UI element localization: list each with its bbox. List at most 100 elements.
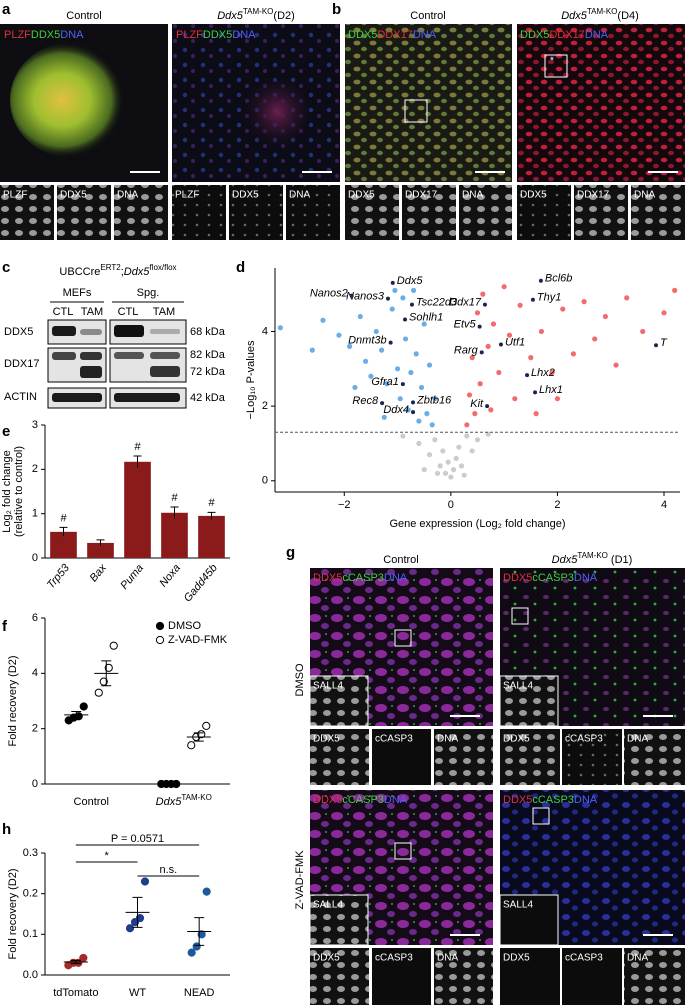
tile-label: DDX5: [503, 953, 530, 964]
point: [394, 366, 401, 372]
title-suffix: (D2): [273, 10, 294, 22]
y-tick-label: 0: [262, 475, 268, 487]
gene-point: [385, 296, 390, 301]
y-axis-label: Fold recovery (D2): [7, 868, 19, 959]
tiles: [345, 185, 685, 240]
inset: [499, 675, 559, 727]
tile: [402, 185, 456, 240]
gene-label: Ddx5: [397, 275, 424, 287]
gene-point: [479, 350, 484, 355]
point: [506, 332, 513, 338]
superscript: TAM-KO: [587, 7, 618, 16]
error-bar: [132, 896, 143, 928]
point: [512, 396, 518, 402]
x-axis-label: Gene expression (Log₂ fold change): [389, 518, 565, 530]
stain: DDX17: [377, 29, 412, 41]
title-suffix: (D1): [608, 554, 632, 566]
bar: [198, 515, 225, 558]
gene-name: Ddx5: [124, 266, 151, 278]
x-tick-label: Noxa: [157, 562, 183, 589]
point: [135, 913, 145, 923]
zoom-box: [394, 629, 412, 647]
point: [490, 321, 497, 327]
point: [613, 362, 619, 368]
column-title: Ddx5TAM-KO (D1): [552, 551, 633, 566]
bar: [124, 461, 151, 558]
band: [80, 366, 102, 378]
tile-label: cCASP3: [375, 953, 413, 964]
error-bar: [70, 959, 81, 965]
panel-label: g: [286, 544, 295, 561]
gene-label: Rec8: [352, 395, 379, 407]
x-tick-label: 2: [554, 499, 560, 511]
tile-label: DDX5: [60, 190, 87, 201]
point: [592, 336, 598, 342]
tile-label: PLZF: [175, 190, 199, 201]
bar: [87, 542, 114, 558]
inset-label: SALL4: [313, 900, 343, 911]
point: [624, 295, 630, 301]
row-label: Z-VAD-FMK: [294, 850, 306, 910]
y-axis-label: −Log₁₀ P-values: [245, 340, 257, 419]
tile-label: DDX5: [503, 734, 530, 745]
x-tick-label: tdTomato: [53, 987, 98, 999]
point: [528, 355, 534, 361]
cell-cluster: [10, 42, 134, 158]
band: [52, 352, 76, 360]
gene-point: [390, 280, 395, 285]
zoom-box: [544, 54, 568, 78]
insets: [309, 675, 559, 946]
gene-name: Ddx5: [156, 796, 183, 808]
size-label: 72 kDa: [190, 366, 226, 378]
tile-label: DDX5: [232, 190, 259, 201]
inset: [499, 894, 559, 946]
tile-label: DNA: [117, 190, 138, 201]
error-bar: [71, 711, 82, 719]
point: [79, 702, 88, 711]
y-axis-label: Fold recovery (D2): [7, 655, 19, 746]
column-title: Control: [66, 10, 101, 22]
cell-cluster: [232, 72, 308, 152]
comparison-label: P = 0.0571: [111, 833, 164, 845]
point: [320, 317, 326, 323]
column-title: Control: [383, 554, 418, 566]
panel-label: d: [236, 259, 245, 276]
point: [426, 452, 433, 458]
stain: DNA: [384, 572, 408, 584]
row-label: DDX17: [4, 358, 39, 370]
point: [429, 422, 435, 428]
zoom-box: [404, 99, 428, 123]
error-bar: [193, 732, 204, 742]
blots: [47, 319, 187, 409]
tile-label: DNA: [462, 190, 483, 201]
micrograph: [345, 24, 512, 182]
y-tick-label: 2: [262, 400, 268, 412]
lane-label: CTL: [53, 306, 74, 318]
lane-label: TAM: [153, 306, 175, 318]
x-tick-label: Gadd45b: [182, 562, 220, 604]
point: [464, 433, 470, 439]
point: [384, 381, 390, 387]
gene-point: [411, 410, 416, 415]
tile: [517, 185, 571, 240]
x-tick-label: NEAD: [184, 987, 215, 999]
tile-label: DDX5: [348, 190, 375, 201]
stain-legend: PLZFDDX5DNA: [176, 29, 256, 41]
stain-legend: PLZFDDX5DNA: [4, 29, 84, 41]
point: [442, 470, 449, 476]
stain-legend: DDX5cCASP3DNA: [503, 572, 598, 584]
y-tick-label: 0.3: [23, 847, 38, 859]
point: [381, 414, 387, 420]
gene-label: Nanos3: [346, 291, 385, 303]
inset: [309, 675, 369, 727]
point: [434, 470, 441, 476]
panel-label: f: [2, 618, 8, 635]
point: [533, 411, 539, 417]
gene-label: Lhx2: [531, 367, 555, 379]
stain-legend: DDX5cCASP3DNA: [313, 572, 408, 584]
gene-point: [409, 302, 414, 307]
y-tick-label: 4: [262, 325, 268, 337]
point: [485, 431, 491, 437]
band: [114, 393, 180, 402]
point: [477, 381, 483, 387]
